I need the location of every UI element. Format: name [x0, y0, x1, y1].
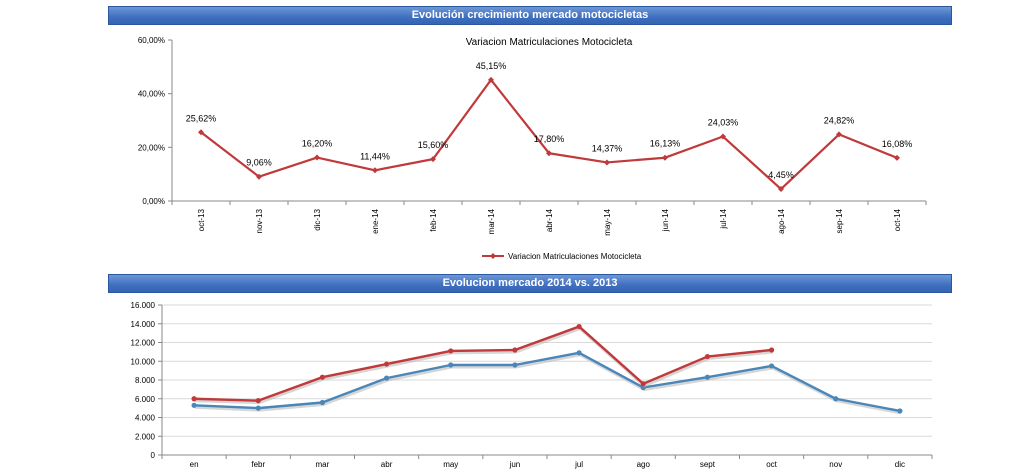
data-label: 15,60%: [418, 140, 449, 150]
x-tick-label: oct: [766, 460, 777, 469]
x-tick-label: oct-14: [893, 208, 902, 231]
data-point: [198, 129, 204, 136]
x-tick-label: sept: [700, 460, 716, 469]
data-point: [768, 363, 775, 369]
y-tick-label: 10.000: [131, 357, 156, 366]
y-tick-label: 60,00%: [138, 36, 165, 45]
x-tick-label: may: [443, 460, 458, 469]
data-point: [576, 323, 582, 330]
data-point: [546, 150, 552, 157]
bottom-chart-banner: Evolucion mercado 2014 vs. 2013: [108, 274, 952, 293]
data-point: [778, 186, 784, 193]
data-point: [576, 350, 582, 356]
y-tick-label: 12.000: [131, 339, 156, 348]
data-point: [319, 374, 326, 380]
data-point: [704, 374, 711, 380]
series-shadow: [195, 353, 902, 415]
x-tick-label: abr-14: [545, 208, 554, 232]
chart-title: Variacion Matriculaciones Motocicleta: [466, 37, 633, 48]
data-label: 16,20%: [302, 139, 333, 149]
x-tick-label: dic-13: [313, 208, 322, 230]
x-tick-label: sep-14: [835, 208, 844, 233]
y-tick-label: 4.000: [135, 414, 156, 423]
data-point: [897, 408, 903, 414]
x-tick-label: jul-14: [719, 208, 728, 229]
x-tick-label: ago-14: [777, 208, 786, 233]
data-point: [488, 76, 494, 83]
y-tick-label: 16.000: [131, 301, 156, 310]
data-label: 16,13%: [650, 139, 681, 149]
data-label: 14,37%: [592, 143, 623, 153]
data-label: 25,62%: [186, 113, 217, 123]
x-tick-label: abr: [381, 460, 393, 469]
data-label: 24,03%: [708, 118, 739, 128]
data-label: 11,44%: [360, 151, 390, 161]
y-tick-label: 8.000: [135, 376, 156, 385]
x-tick-label: feb-14: [429, 208, 438, 231]
x-tick-label: ene-14: [371, 208, 380, 233]
x-tick-label: nov-13: [255, 208, 264, 233]
y-tick-label: 6.000: [135, 395, 156, 404]
legend-marker: [490, 253, 496, 259]
data-point: [383, 375, 390, 381]
y-tick-label: 0: [151, 451, 156, 460]
data-point: [836, 131, 842, 138]
legend-label: Variacion Matriculaciones Motocicleta: [508, 252, 642, 261]
data-point: [372, 167, 378, 174]
x-tick-label: jul: [574, 460, 583, 469]
data-point: [768, 347, 775, 353]
data-point: [512, 362, 518, 368]
y-tick-label: 14.000: [131, 320, 156, 329]
data-label: 24,82%: [824, 115, 855, 125]
x-tick-label: oct-13: [197, 208, 206, 231]
x-tick-label: nov: [829, 460, 842, 469]
data-point: [512, 347, 518, 353]
variation-chart: Variacion Matriculaciones Motocicleta 0,0…: [138, 36, 927, 261]
data-label: 9,06%: [246, 158, 272, 168]
data-point: [319, 399, 326, 406]
data-point: [256, 173, 262, 180]
x-tick-label: mar-14: [487, 208, 496, 234]
data-point: [314, 154, 320, 161]
data-point: [604, 159, 610, 166]
data-label: 45,15%: [476, 61, 507, 71]
data-label: 16,08%: [882, 139, 913, 149]
data-point: [448, 362, 454, 368]
data-point: [640, 381, 646, 387]
data-point: [720, 133, 726, 140]
data-point: [894, 154, 900, 161]
y-tick-label: 40,00%: [138, 90, 165, 99]
series-line: [194, 351, 901, 413]
data-point: [833, 396, 839, 402]
y-tick-label: 0,00%: [142, 197, 165, 206]
data-point: [255, 405, 261, 411]
x-tick-label: dic: [895, 460, 905, 469]
data-point: [191, 396, 197, 402]
top-chart-banner: Evolución crecimiento mercado motociclet…: [108, 6, 952, 25]
series-shadow: [195, 327, 773, 405]
y-tick-label: 20,00%: [138, 143, 165, 152]
x-tick-label: en: [190, 460, 199, 469]
data-point: [191, 402, 197, 408]
x-tick-label: jun-14: [661, 208, 670, 232]
x-tick-label: may-14: [603, 208, 612, 235]
series-line: [194, 325, 772, 402]
x-tick-label: ago: [637, 460, 651, 469]
y-tick-label: 2.000: [135, 432, 156, 441]
x-tick-label: febr: [251, 460, 265, 469]
x-tick-label: jun: [509, 460, 521, 469]
data-label: 4,45%: [768, 170, 794, 180]
data-point: [662, 154, 668, 161]
data-point: [383, 361, 390, 367]
data-point: [448, 348, 454, 354]
data-point: [704, 353, 711, 360]
x-tick-label: mar: [316, 460, 330, 469]
data-label: 17,80%: [534, 134, 565, 144]
data-point: [430, 156, 436, 163]
data-point: [255, 398, 261, 404]
